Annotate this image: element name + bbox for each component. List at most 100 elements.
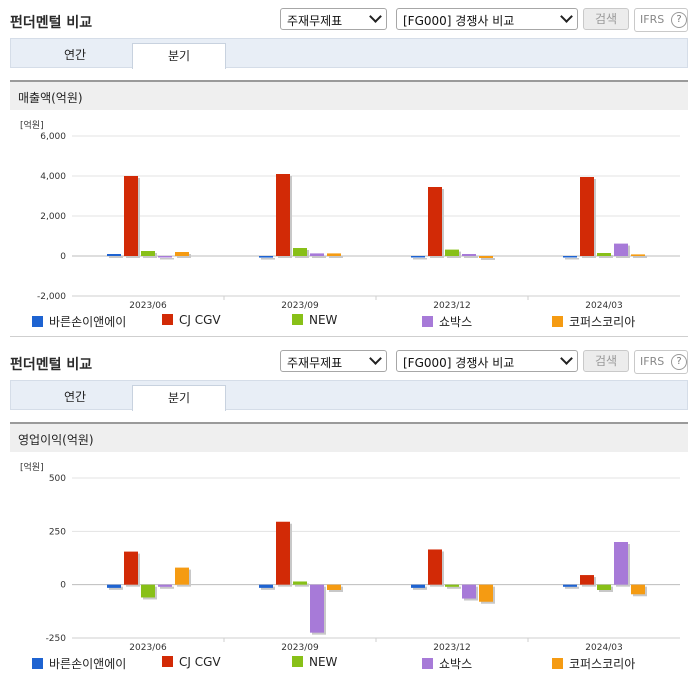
period-tabs: 연간 분기	[10, 380, 688, 411]
x-tick-label: 2023/09	[281, 301, 319, 311]
legend-item[interactable]: 쇼박스	[422, 655, 472, 672]
bar-shadow	[160, 258, 174, 260]
bar-shadow	[329, 255, 343, 258]
x-tick-label: 2023/06	[129, 301, 167, 311]
legend-item[interactable]: 코퍼스코리아	[552, 313, 635, 330]
bar	[141, 584, 155, 598]
ifrs-button[interactable]: IFRS ?	[634, 350, 688, 374]
bar	[310, 253, 324, 256]
comparison-group-select[interactable]: [FG000] 경쟁사 비교	[396, 350, 578, 372]
bar	[462, 254, 476, 256]
y-tick-label: -250	[46, 634, 67, 644]
legend-swatch	[32, 658, 43, 669]
bar	[141, 251, 155, 256]
help-icon[interactable]: ?	[671, 354, 687, 370]
bar	[276, 174, 290, 256]
bar-shadow	[261, 586, 275, 590]
chevron-down-icon	[369, 10, 382, 23]
bar-shadow	[447, 586, 461, 589]
bar-shadow	[599, 255, 613, 258]
bar	[107, 254, 121, 256]
y-tick-label: 0	[60, 252, 66, 262]
legend-item[interactable]: NEW	[292, 655, 337, 669]
bar	[327, 584, 341, 590]
chart-legend: 바른손이앤에이 CJ CGV NEW 쇼박스 코퍼스코리아	[0, 313, 696, 329]
bar	[124, 176, 138, 256]
bar-shadow	[464, 256, 478, 258]
legend-label: 쇼박스	[439, 657, 473, 671]
bar-shadow	[160, 586, 174, 589]
bar-shadow	[312, 255, 326, 258]
tab-annual[interactable]: 연간	[63, 390, 87, 404]
bar	[631, 584, 645, 595]
bar	[445, 249, 459, 256]
statement-type-value: 주재무제표	[287, 14, 343, 28]
bar	[428, 549, 442, 585]
bar	[479, 256, 493, 258]
search-button[interactable]: 검색	[583, 350, 629, 372]
fundamental-panel-sales: 펀더멘털 비교 주재무제표 [FG000] 경쟁사 비교 검색 IFRS ? 연…	[0, 0, 696, 338]
section-header: 영업이익(억원)	[10, 422, 688, 452]
legend-item[interactable]: CJ CGV	[162, 655, 221, 669]
legend-swatch	[292, 314, 303, 325]
ifrs-button[interactable]: IFRS ?	[634, 8, 688, 32]
search-button[interactable]: 검색	[583, 8, 629, 30]
chevron-down-icon	[560, 352, 573, 365]
bar	[107, 584, 121, 588]
help-icon[interactable]: ?	[671, 12, 687, 28]
unit-label: [억원]	[20, 463, 44, 473]
y-tick-label: 250	[49, 527, 66, 537]
bar	[124, 551, 138, 585]
chevron-down-icon	[560, 10, 573, 23]
tab-annual[interactable]: 연간	[63, 48, 87, 62]
x-tick-label: 2024/03	[585, 301, 622, 311]
legend-label: CJ CGV	[179, 655, 221, 669]
bar-shadow	[295, 583, 309, 587]
bar	[293, 248, 307, 256]
legend-label: NEW	[309, 313, 338, 327]
bar	[580, 575, 594, 585]
bar	[631, 254, 645, 256]
statement-type-select[interactable]: 주재무제표	[280, 350, 387, 372]
bar	[479, 584, 493, 602]
bar-shadow	[565, 586, 579, 589]
x-tick-label: 2023/09	[281, 643, 319, 653]
panel-header: 펀더멘털 비교 주재무제표 [FG000] 경쟁사 비교 검색 IFRS ?	[0, 0, 696, 38]
legend-item[interactable]: 바른손이앤에이	[32, 313, 126, 330]
bar	[276, 521, 290, 585]
x-tick-label: 2024/03	[585, 643, 622, 653]
y-tick-label: -2,000	[37, 292, 66, 302]
panel-title: 펀더멘털 비교	[10, 15, 93, 31]
x-tick-label: 2023/06	[129, 643, 167, 653]
legend-swatch	[552, 658, 563, 669]
bar	[580, 177, 594, 256]
legend-swatch	[552, 316, 563, 327]
panel-title: 펀더멘털 비교	[10, 357, 93, 373]
bar-shadow	[565, 258, 579, 260]
bar-shadow	[109, 256, 123, 258]
x-tick-label: 2023/12	[433, 643, 470, 653]
comparison-group-select[interactable]: [FG000] 경쟁사 비교	[396, 8, 578, 30]
tab-quarterly[interactable]: 분기	[132, 43, 226, 69]
section-header: 매출액(억원)	[10, 80, 688, 110]
legend-swatch	[162, 656, 173, 667]
legend-swatch	[162, 314, 173, 325]
legend-label: 바른손이앤에이	[49, 657, 127, 671]
bar	[428, 187, 442, 256]
legend-item[interactable]: 쇼박스	[422, 313, 472, 330]
statement-type-select[interactable]: 주재무제표	[280, 8, 387, 30]
bar	[158, 256, 172, 258]
legend-item[interactable]: NEW	[292, 313, 337, 327]
legend-item[interactable]: 바른손이앤에이	[32, 655, 126, 672]
comparison-group-value: [FG000] 경쟁사 비교	[403, 14, 515, 28]
legend-item[interactable]: CJ CGV	[162, 313, 221, 327]
bar-shadow	[413, 258, 427, 260]
tab-quarterly[interactable]: 분기	[132, 385, 226, 411]
legend-label: 쇼박스	[439, 315, 473, 329]
bar-shadow	[261, 258, 275, 260]
legend-item[interactable]: 코퍼스코리아	[552, 655, 635, 672]
bar	[411, 584, 425, 588]
y-tick-label: 6,000	[40, 132, 66, 142]
bar	[259, 256, 273, 258]
bar	[597, 584, 611, 590]
